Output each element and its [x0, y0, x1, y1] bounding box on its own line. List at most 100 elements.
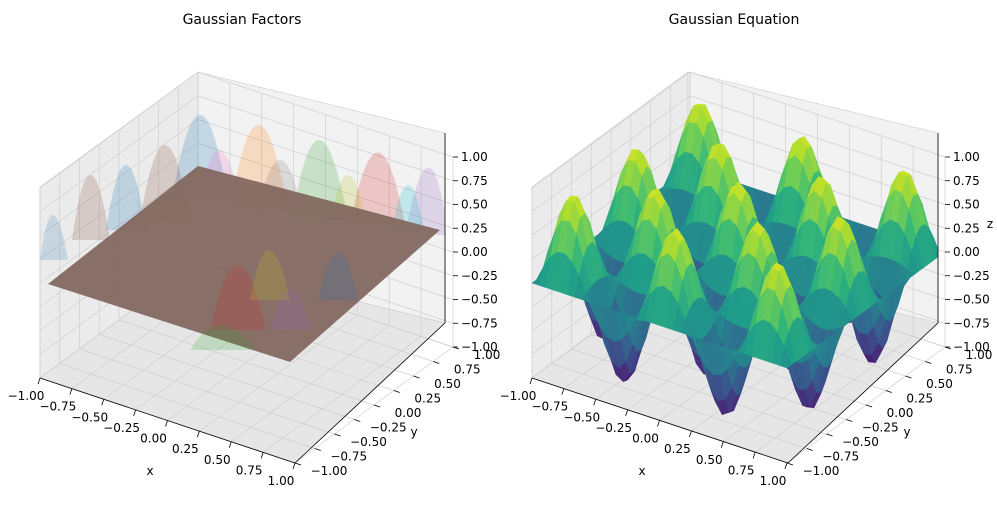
x-axis-label: x — [638, 464, 645, 478]
x-tick-mark — [101, 399, 105, 406]
y-tick-label: −0.25 — [370, 421, 407, 435]
x-tick-label: 0.00 — [140, 432, 167, 446]
grid-line — [531, 95, 691, 213]
peak-front-5 — [190, 325, 255, 350]
x-tick-label: 0.25 — [172, 442, 199, 456]
z-tick-label: −0.75 — [461, 316, 498, 330]
z-tick-label: 0.25 — [461, 221, 488, 235]
x-tick-label: −0.50 — [563, 410, 600, 424]
z-tick-label: 1.00 — [461, 150, 488, 164]
z-axis-label: z — [987, 217, 993, 231]
x-tick-label: 0.00 — [632, 432, 659, 446]
x-tick-label: −0.75 — [531, 400, 568, 414]
x-axis-label: x — [146, 464, 153, 478]
x-tick-mark — [593, 399, 597, 406]
grid-line — [199, 314, 358, 432]
grid-line — [689, 95, 946, 182]
y-tick-label: 0.25 — [906, 392, 933, 406]
y-tick-label: 1.00 — [966, 348, 993, 362]
grid-line — [531, 119, 691, 236]
grid-line — [197, 71, 454, 158]
peak-factor-8 — [106, 165, 146, 230]
x-tick-label: −0.25 — [595, 421, 632, 435]
grid-line — [39, 119, 199, 236]
grid-line — [262, 336, 422, 453]
y-tick-label: 0.50 — [434, 377, 461, 391]
y-tick-label: 0.75 — [946, 363, 973, 377]
x-tick-mark — [196, 430, 200, 438]
y-tick-mark — [865, 404, 873, 408]
x-tick-mark — [228, 441, 232, 448]
x-tick-labels: −1.00−0.75−0.50−0.250.00 0.25 0.50 0.75 1.00 — [8, 377, 296, 488]
peak-front-2 — [250, 250, 290, 300]
y-tick-mark — [806, 448, 813, 451]
x-tick-mark — [561, 388, 565, 395]
x-tick-label: 0.75 — [728, 463, 755, 477]
x-tick-label: 0.50 — [696, 453, 723, 467]
y-tick-mark — [925, 361, 932, 364]
x-tick-label: 0.75 — [236, 463, 263, 477]
grid-line — [231, 325, 390, 443]
z-tick-label: −0.75 — [953, 316, 990, 330]
x-tick-mark — [720, 441, 724, 448]
y-tick-mark — [433, 361, 440, 364]
z-tick-label: 0.00 — [953, 245, 980, 259]
y-tick-mark — [413, 375, 420, 379]
y-tick-labels: −1.00−0.75−0.50−0.250.000.250.500.751.00 — [786, 346, 993, 478]
x-tick-mark — [752, 452, 756, 459]
y-tick-mark — [826, 433, 833, 437]
z-tick-label: 1.00 — [953, 150, 980, 164]
grid-line — [39, 166, 199, 284]
chart-title: Gaussian Equation — [669, 12, 800, 28]
y-tick-label: 0.50 — [926, 377, 953, 391]
z-tick-label: −1.00 — [953, 340, 990, 354]
x-tick-mark — [784, 462, 788, 470]
x-tick-mark — [657, 420, 660, 427]
z-tick-labels: −1.00 −0.75 −0.50 −0.25 0.00 0.25 0.50 0.75 1.00 — [453, 150, 498, 354]
grid-line — [197, 119, 454, 205]
x-tick-label: −0.50 — [71, 410, 108, 424]
x-tick-mark — [292, 462, 296, 470]
y-tick-label: −0.50 — [350, 435, 387, 449]
y-tick-label: −0.75 — [822, 450, 859, 464]
y-tick-label: −0.25 — [862, 421, 899, 435]
y-tick-label: −0.75 — [330, 450, 367, 464]
x-tick-mark — [165, 420, 168, 427]
grid-line — [197, 95, 454, 182]
z-tick-label: 0.50 — [461, 198, 488, 212]
chart-gaussian-equation: Gaussian Equation −1.00−0.75−0.50−0.250.… — [500, 12, 994, 488]
y-tick-mark — [373, 404, 381, 408]
y-axis-label: y — [903, 425, 910, 439]
y-axis-line — [294, 322, 446, 464]
x-tick-labels: −1.00−0.75−0.50−0.250.00 0.25 0.50 0.75 1.00 — [500, 377, 788, 488]
grid-line — [754, 336, 914, 453]
peak-factor-13 — [40, 215, 68, 260]
chart-title: Gaussian Factors — [183, 12, 302, 28]
z-tick-label: 0.25 — [953, 221, 980, 235]
peak-front-3 — [318, 252, 358, 300]
x-tick-label: 1.00 — [268, 474, 295, 488]
x-tick-mark — [133, 409, 137, 417]
x-tick-mark — [625, 409, 629, 417]
y-tick-label: −1.00 — [803, 464, 840, 478]
x-tick-label: 0.25 — [664, 442, 691, 456]
peak-front-1 — [210, 265, 266, 330]
x-tick-mark — [37, 377, 41, 385]
z-tick-label: 0.00 — [461, 245, 488, 259]
x-tick-label: −0.25 — [103, 421, 140, 435]
z-tick-label: −0.50 — [461, 293, 498, 307]
chart-gaussian-factors: Gaussian Factors — [8, 12, 501, 488]
x-tick-label: 0.50 — [204, 453, 231, 467]
y-tick-mark — [393, 390, 400, 393]
grid-line — [197, 142, 454, 229]
y-axis-label: y — [410, 425, 417, 439]
x-tick-mark — [69, 388, 73, 395]
z-tick-label: 0.75 — [953, 174, 980, 188]
y-tick-mark — [786, 462, 794, 466]
peak-factor-5 — [405, 167, 445, 235]
y-tick-mark — [885, 390, 892, 393]
z-tick-label: −0.25 — [953, 269, 990, 283]
y-tick-mark — [294, 462, 302, 466]
grid-line — [39, 142, 199, 260]
y-tick-mark — [354, 419, 361, 422]
